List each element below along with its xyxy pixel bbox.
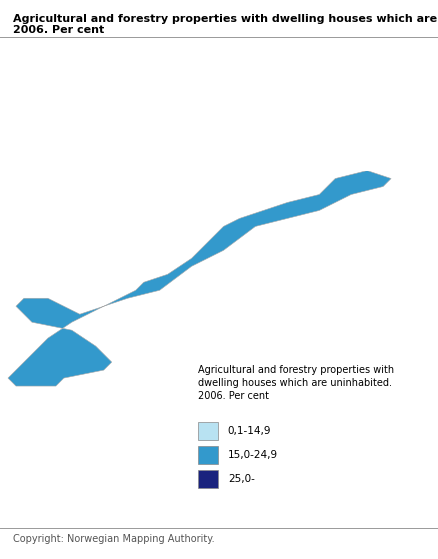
Text: Copyright: Norwegian Mapping Authority.: Copyright: Norwegian Mapping Authority. (13, 534, 214, 544)
Text: 15,0-24,9: 15,0-24,9 (227, 450, 277, 460)
Text: Agricultural and forestry properties with dwelling houses which are uninhabited.: Agricultural and forestry properties wit… (13, 14, 438, 24)
Bar (197, 422, 218, 440)
Polygon shape (8, 170, 390, 386)
Text: 0,1-14,9: 0,1-14,9 (227, 426, 271, 436)
Text: 25,0-: 25,0- (227, 473, 254, 484)
Bar (197, 470, 218, 487)
Text: Agricultural and forestry properties with
dwelling houses which are uninhabited.: Agricultural and forestry properties wit… (197, 365, 393, 401)
Text: 2006. Per cent: 2006. Per cent (13, 25, 104, 35)
Bar (197, 446, 218, 464)
